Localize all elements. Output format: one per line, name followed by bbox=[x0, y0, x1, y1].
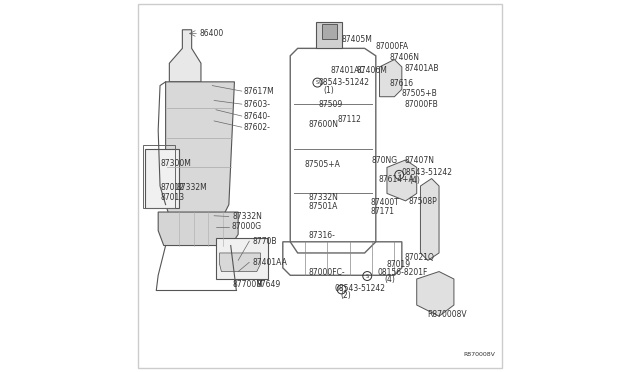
Text: 87406N: 87406N bbox=[390, 53, 420, 62]
Text: 87171: 87171 bbox=[370, 207, 394, 216]
Polygon shape bbox=[158, 212, 238, 246]
Text: 87501A: 87501A bbox=[308, 202, 337, 211]
Polygon shape bbox=[166, 82, 234, 216]
Text: 87616: 87616 bbox=[390, 79, 414, 88]
Text: 87000G: 87000G bbox=[232, 222, 262, 231]
Text: S: S bbox=[340, 287, 343, 292]
Text: S: S bbox=[365, 273, 369, 279]
Text: (1): (1) bbox=[323, 86, 333, 94]
Bar bbox=[316, 22, 342, 48]
Text: 8770B: 8770B bbox=[252, 237, 276, 246]
Text: 87614+A: 87614+A bbox=[379, 175, 415, 184]
Text: (2): (2) bbox=[340, 291, 351, 300]
Text: 87602-: 87602- bbox=[244, 123, 271, 132]
Text: 08543-51242: 08543-51242 bbox=[318, 78, 369, 87]
Text: 86400: 86400 bbox=[199, 29, 223, 38]
Text: (4): (4) bbox=[410, 176, 420, 185]
Polygon shape bbox=[380, 60, 402, 97]
Text: 87021Q: 87021Q bbox=[405, 253, 435, 262]
Text: 87000FA: 87000FA bbox=[375, 42, 408, 51]
Text: S: S bbox=[316, 80, 319, 85]
Text: 87013: 87013 bbox=[161, 193, 185, 202]
Text: 870NG: 870NG bbox=[371, 156, 397, 165]
Text: 87332N: 87332N bbox=[232, 212, 262, 221]
Text: 87316-: 87316- bbox=[308, 231, 335, 240]
Polygon shape bbox=[387, 160, 417, 201]
Text: S: S bbox=[397, 172, 401, 177]
Text: R870008V: R870008V bbox=[463, 352, 495, 357]
Bar bbox=[322, 24, 337, 39]
Text: 87000FC-: 87000FC- bbox=[308, 268, 345, 277]
Polygon shape bbox=[417, 272, 454, 316]
Text: 87400T: 87400T bbox=[370, 198, 399, 207]
Polygon shape bbox=[220, 253, 260, 272]
Polygon shape bbox=[420, 179, 439, 260]
Bar bbox=[143, 145, 175, 208]
Text: 87012: 87012 bbox=[161, 183, 185, 192]
Polygon shape bbox=[170, 30, 201, 82]
Text: (4): (4) bbox=[384, 275, 395, 284]
Text: 87649: 87649 bbox=[257, 280, 281, 289]
Bar bbox=[145, 149, 179, 208]
Text: 87505+B: 87505+B bbox=[401, 89, 437, 98]
Text: 08156-8201F: 08156-8201F bbox=[378, 268, 428, 277]
Text: 87300M: 87300M bbox=[161, 159, 191, 168]
Text: 87407N: 87407N bbox=[405, 156, 435, 165]
Text: 87600N: 87600N bbox=[308, 120, 338, 129]
Text: 87700M: 87700M bbox=[232, 280, 264, 289]
Text: 87000FB: 87000FB bbox=[405, 100, 438, 109]
Text: 87640-: 87640- bbox=[244, 112, 271, 121]
Text: 87508P: 87508P bbox=[408, 197, 437, 206]
Text: 87019: 87019 bbox=[386, 260, 410, 269]
Text: 87405M: 87405M bbox=[342, 35, 372, 44]
Text: 08543-51242: 08543-51242 bbox=[334, 284, 385, 293]
Text: 87401AC: 87401AC bbox=[330, 66, 365, 75]
Text: 87332N: 87332N bbox=[308, 193, 338, 202]
Text: 87617M: 87617M bbox=[244, 87, 275, 96]
Text: 87406M: 87406M bbox=[356, 66, 387, 75]
Bar bbox=[216, 238, 268, 279]
Text: 08543-51242: 08543-51242 bbox=[401, 169, 452, 177]
Text: 87332M: 87332M bbox=[177, 183, 207, 192]
Text: 87603-: 87603- bbox=[244, 100, 271, 109]
Text: R870008V: R870008V bbox=[427, 310, 467, 319]
Text: 87509: 87509 bbox=[318, 100, 342, 109]
Text: 87401AB: 87401AB bbox=[405, 64, 439, 73]
Text: 87112: 87112 bbox=[338, 115, 362, 124]
Text: 87401AA: 87401AA bbox=[252, 258, 287, 267]
Text: 87505+A: 87505+A bbox=[305, 160, 340, 169]
